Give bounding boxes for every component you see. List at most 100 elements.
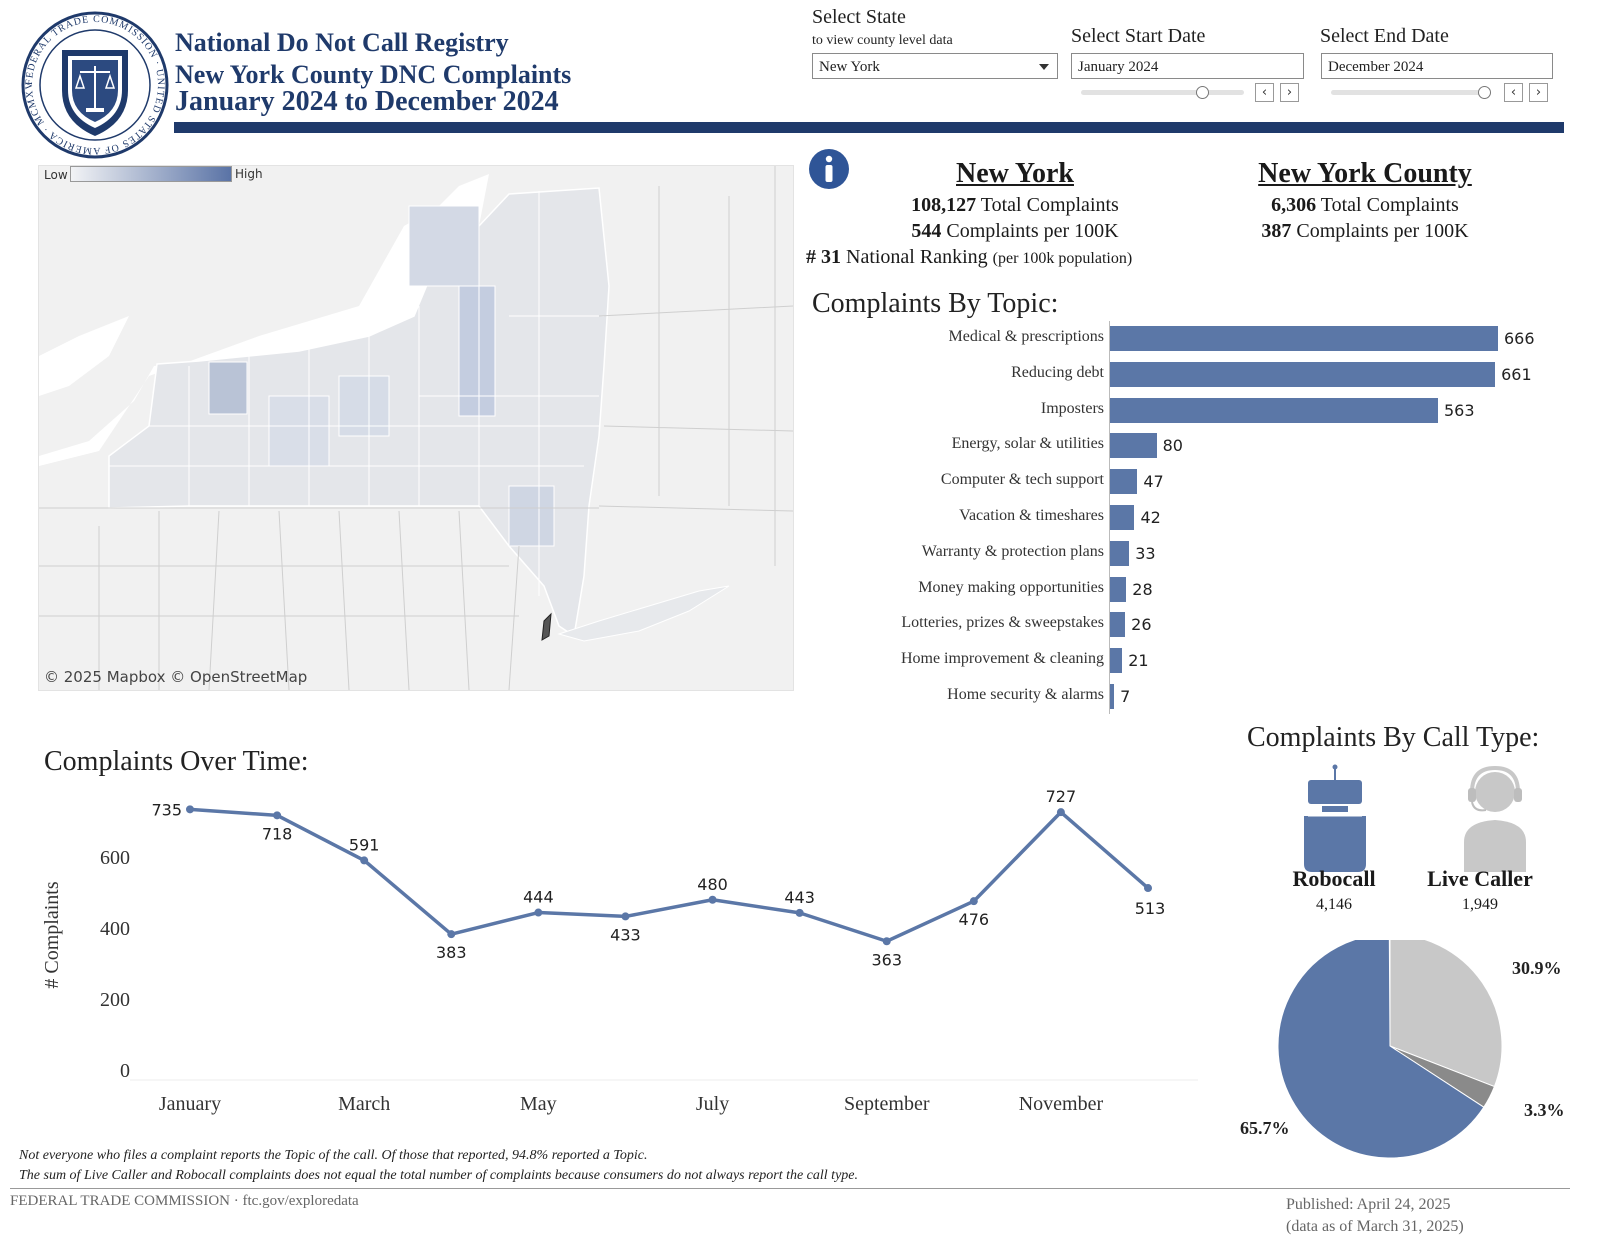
data-point[interactable] xyxy=(534,908,543,917)
state-select-label: Select State xyxy=(812,6,906,28)
topic-value-label: 33 xyxy=(1135,543,1156,563)
topic-value-label: 80 xyxy=(1162,436,1183,456)
topic-bar[interactable] xyxy=(1110,361,1496,387)
topics-title: Complaints By Topic: xyxy=(812,288,1059,319)
chevron-right-icon: › xyxy=(1535,85,1542,100)
data-point[interactable] xyxy=(186,805,194,814)
state-national-ranking: # 31 National Ranking (per 100k populati… xyxy=(806,246,1132,269)
county-choropleth-map[interactable] xyxy=(38,165,794,691)
state-name: New York xyxy=(956,158,1074,189)
end-date-label: Select End Date xyxy=(1320,25,1449,47)
county-total-value: 6,306 xyxy=(1271,194,1317,216)
data-point[interactable] xyxy=(795,908,804,917)
start-date-input[interactable]: January 2024 xyxy=(1071,53,1304,79)
pie-percent-label: 65.7% xyxy=(1240,1118,1290,1138)
topic-bar[interactable] xyxy=(1110,469,1138,495)
pie-percent-label: 30.9% xyxy=(1512,958,1562,978)
call-type-title: Complaints By Call Type: xyxy=(1247,722,1540,753)
y-tick-label: 200 xyxy=(100,989,130,1011)
topic-bar[interactable] xyxy=(1110,684,1115,709)
topic-bar[interactable] xyxy=(1110,540,1130,566)
live-caller-headset-icon xyxy=(1464,765,1526,872)
county-total-label: Total Complaints xyxy=(1320,194,1459,216)
start-date-slider-handle[interactable] xyxy=(1196,86,1209,99)
topic-value-label: 7 xyxy=(1120,687,1131,706)
end-date-next-button[interactable]: › xyxy=(1529,83,1548,102)
data-point[interactable] xyxy=(882,937,891,946)
topic-value-label: 28 xyxy=(1132,579,1153,599)
y-axis-label: # Complaints xyxy=(41,881,63,988)
robocall-count: 4,146 xyxy=(1316,896,1352,913)
data-label: 433 xyxy=(610,925,641,944)
data-point[interactable] xyxy=(969,897,978,906)
state-total-value: 108,127 xyxy=(911,194,977,216)
county-per-100k-value: 387 xyxy=(1261,220,1292,242)
state-select[interactable]: New York xyxy=(812,53,1058,79)
topic-value-label: 563 xyxy=(1443,400,1475,420)
topic-bar[interactable] xyxy=(1110,326,1498,351)
topic-label: Reducing debt xyxy=(1011,363,1104,381)
start-date-slider-track[interactable] xyxy=(1081,90,1244,95)
data-point[interactable] xyxy=(360,856,369,865)
topic-bar[interactable] xyxy=(1110,505,1135,530)
state-ranking-label: National Ranking xyxy=(846,246,988,268)
topic-label: Money making opportunities xyxy=(918,578,1104,596)
data-point[interactable] xyxy=(1056,808,1065,817)
topic-value-label: 666 xyxy=(1504,329,1535,348)
topic-label: Home security & alarms xyxy=(947,686,1104,703)
pie-slice-live-caller[interactable] xyxy=(1389,940,1503,1088)
title-county: New York County DNC Complaints xyxy=(175,60,572,89)
topic-value-label: 26 xyxy=(1131,615,1152,635)
topic-label: Computer & tech support xyxy=(940,471,1104,489)
state-per-100k-label: Complaints per 100K xyxy=(946,220,1119,242)
end-date-slider-handle[interactable] xyxy=(1478,86,1491,99)
info-icon[interactable] xyxy=(808,148,850,190)
title-registry: National Do Not Call Registry xyxy=(175,28,509,57)
data-point[interactable] xyxy=(708,895,717,904)
published-date: Published: April 24, 2025 xyxy=(1286,1196,1451,1213)
map-attribution[interactable]: © 2025 Mapbox © OpenStreetMap xyxy=(44,668,308,686)
start-date-prev-button[interactable]: ‹ xyxy=(1255,83,1274,102)
state-per-100k-value: 544 xyxy=(911,220,942,242)
footer-agency-link[interactable]: FEDERAL TRADE COMMISSION · ftc.gov/explo… xyxy=(10,1193,359,1209)
data-point[interactable] xyxy=(273,811,282,820)
legend-low-label: Low xyxy=(44,168,68,182)
end-date-slider-track[interactable] xyxy=(1331,90,1489,95)
y-tick-label: 400 xyxy=(100,918,130,940)
end-date-input[interactable]: December 2024 xyxy=(1321,53,1553,79)
x-tick-label: March xyxy=(338,1093,390,1115)
pie-percent-label: 3.3% xyxy=(1524,1100,1565,1120)
state-per-100k: 544 Complaints per 100K xyxy=(860,220,1170,243)
data-as-of-date: (data as of March 31, 2025) xyxy=(1286,1218,1464,1235)
robocall-label: Robocall xyxy=(1292,866,1376,891)
data-point[interactable] xyxy=(447,930,456,939)
topic-value-label: 661 xyxy=(1501,364,1532,384)
data-label: 735 xyxy=(151,800,182,819)
footnote-topic: Not everyone who files a complaint repor… xyxy=(19,1148,648,1163)
end-date-prev-button[interactable]: ‹ xyxy=(1504,83,1523,102)
header-divider xyxy=(174,122,1564,133)
data-label: 383 xyxy=(436,943,467,962)
time-chart-title: Complaints Over Time: xyxy=(44,746,309,777)
state-select-value: New York xyxy=(819,59,880,75)
topic-bar[interactable] xyxy=(1110,648,1123,674)
topic-label: Lotteries, prizes & sweepstakes xyxy=(901,614,1104,632)
map-color-legend xyxy=(70,166,232,182)
topics-axis-line xyxy=(1109,321,1110,714)
x-tick-label: November xyxy=(1019,1093,1104,1115)
title-date-range: January 2024 to December 2024 xyxy=(175,86,559,117)
start-date-next-button[interactable]: › xyxy=(1280,83,1299,102)
state-ranking-note: (per 100k population) xyxy=(992,250,1133,267)
data-point[interactable] xyxy=(1144,884,1152,893)
data-point[interactable] xyxy=(621,912,630,921)
chevron-left-icon: ‹ xyxy=(1261,85,1268,100)
robot-icon xyxy=(1304,764,1366,872)
state-total-label: Total Complaints xyxy=(980,194,1119,216)
topic-bar[interactable] xyxy=(1110,433,1157,459)
topic-bar[interactable] xyxy=(1110,576,1127,602)
pie-slice-robocall[interactable] xyxy=(1277,940,1485,1159)
live-caller-count: 1,949 xyxy=(1462,896,1498,913)
live-caller-label: Live Caller xyxy=(1427,866,1533,891)
topic-bar[interactable] xyxy=(1110,612,1126,638)
topic-bar[interactable] xyxy=(1110,397,1438,423)
